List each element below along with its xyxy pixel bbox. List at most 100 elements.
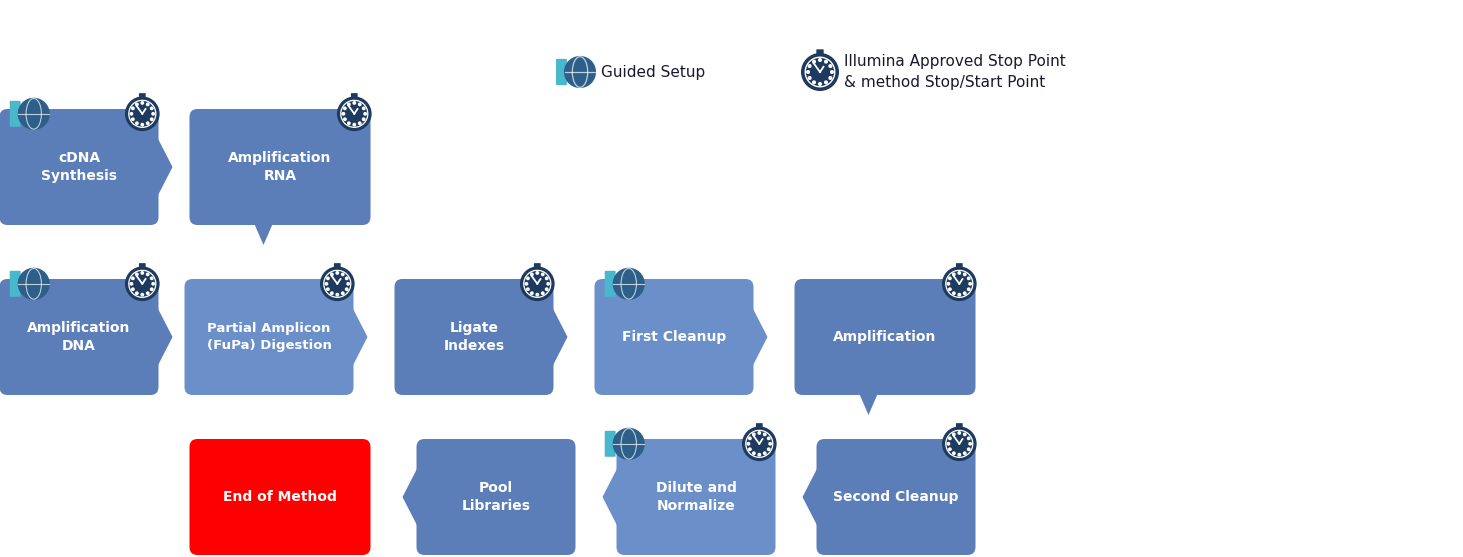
Circle shape [19, 99, 50, 129]
Circle shape [126, 267, 159, 300]
Circle shape [768, 448, 770, 451]
FancyBboxPatch shape [0, 109, 158, 225]
FancyBboxPatch shape [534, 263, 541, 269]
Circle shape [132, 288, 135, 290]
Circle shape [151, 118, 154, 120]
Circle shape [132, 118, 135, 120]
FancyBboxPatch shape [955, 263, 963, 269]
Circle shape [967, 277, 970, 280]
Circle shape [151, 277, 154, 280]
FancyBboxPatch shape [351, 93, 357, 99]
Circle shape [964, 433, 966, 436]
FancyBboxPatch shape [604, 431, 616, 457]
Circle shape [969, 443, 971, 445]
Circle shape [363, 118, 364, 120]
Circle shape [140, 124, 143, 126]
Circle shape [830, 77, 831, 79]
Circle shape [613, 268, 644, 299]
Circle shape [952, 433, 955, 436]
FancyBboxPatch shape [139, 263, 146, 269]
FancyBboxPatch shape [184, 279, 354, 395]
Circle shape [521, 267, 554, 300]
Circle shape [146, 273, 149, 276]
Circle shape [345, 277, 348, 280]
Polygon shape [803, 449, 827, 545]
Circle shape [758, 453, 761, 456]
Circle shape [947, 443, 949, 445]
Circle shape [830, 65, 831, 67]
FancyBboxPatch shape [139, 93, 146, 99]
Circle shape [353, 102, 356, 104]
Circle shape [802, 53, 838, 90]
Circle shape [342, 101, 366, 126]
Circle shape [535, 294, 538, 296]
Circle shape [819, 58, 821, 61]
Circle shape [326, 277, 329, 280]
Polygon shape [856, 385, 882, 415]
Circle shape [752, 452, 755, 455]
Circle shape [136, 122, 138, 124]
Circle shape [358, 122, 361, 124]
FancyBboxPatch shape [604, 271, 616, 297]
Circle shape [146, 122, 149, 124]
Circle shape [948, 437, 951, 439]
Text: Amplification
RNA: Amplification RNA [228, 151, 332, 183]
Circle shape [130, 113, 133, 115]
Circle shape [336, 272, 338, 274]
Circle shape [952, 273, 955, 276]
Polygon shape [148, 119, 173, 214]
Circle shape [752, 433, 755, 436]
Polygon shape [344, 290, 367, 384]
Circle shape [746, 431, 772, 457]
Polygon shape [402, 449, 427, 545]
Circle shape [942, 267, 976, 300]
Circle shape [345, 288, 348, 290]
Circle shape [325, 282, 328, 285]
Circle shape [146, 292, 149, 295]
Circle shape [132, 107, 135, 110]
FancyBboxPatch shape [10, 271, 20, 297]
Circle shape [136, 103, 138, 106]
Circle shape [948, 288, 951, 290]
Circle shape [140, 102, 143, 104]
Circle shape [130, 272, 155, 296]
FancyBboxPatch shape [794, 279, 976, 395]
Circle shape [758, 432, 761, 434]
Circle shape [948, 448, 951, 451]
Circle shape [964, 273, 966, 276]
Circle shape [344, 118, 347, 120]
Circle shape [348, 103, 350, 106]
Text: First Cleanup: First Cleanup [622, 330, 726, 344]
Circle shape [812, 60, 815, 63]
FancyBboxPatch shape [816, 439, 976, 555]
Circle shape [958, 272, 961, 274]
Circle shape [151, 107, 154, 110]
Circle shape [958, 294, 961, 296]
Circle shape [764, 433, 767, 436]
Circle shape [948, 277, 951, 280]
Circle shape [140, 294, 143, 296]
Polygon shape [743, 290, 768, 384]
Circle shape [808, 65, 811, 67]
Circle shape [958, 432, 961, 434]
Circle shape [967, 448, 970, 451]
Text: Partial Amplicon
(FuPa) Digestion: Partial Amplicon (FuPa) Digestion [206, 322, 332, 352]
Circle shape [613, 428, 644, 459]
Text: Amplification
DNA: Amplification DNA [28, 321, 130, 353]
Circle shape [808, 77, 811, 79]
Circle shape [140, 272, 143, 274]
Circle shape [806, 71, 809, 74]
Circle shape [947, 431, 973, 457]
Circle shape [531, 273, 533, 276]
Text: Second Cleanup: Second Cleanup [834, 490, 958, 504]
Circle shape [969, 282, 971, 285]
Circle shape [535, 272, 538, 274]
FancyBboxPatch shape [556, 59, 568, 85]
Circle shape [130, 101, 155, 126]
FancyBboxPatch shape [955, 423, 963, 429]
Circle shape [958, 453, 961, 456]
Circle shape [768, 437, 770, 439]
Circle shape [130, 282, 133, 285]
Circle shape [342, 113, 345, 115]
Circle shape [527, 277, 530, 280]
